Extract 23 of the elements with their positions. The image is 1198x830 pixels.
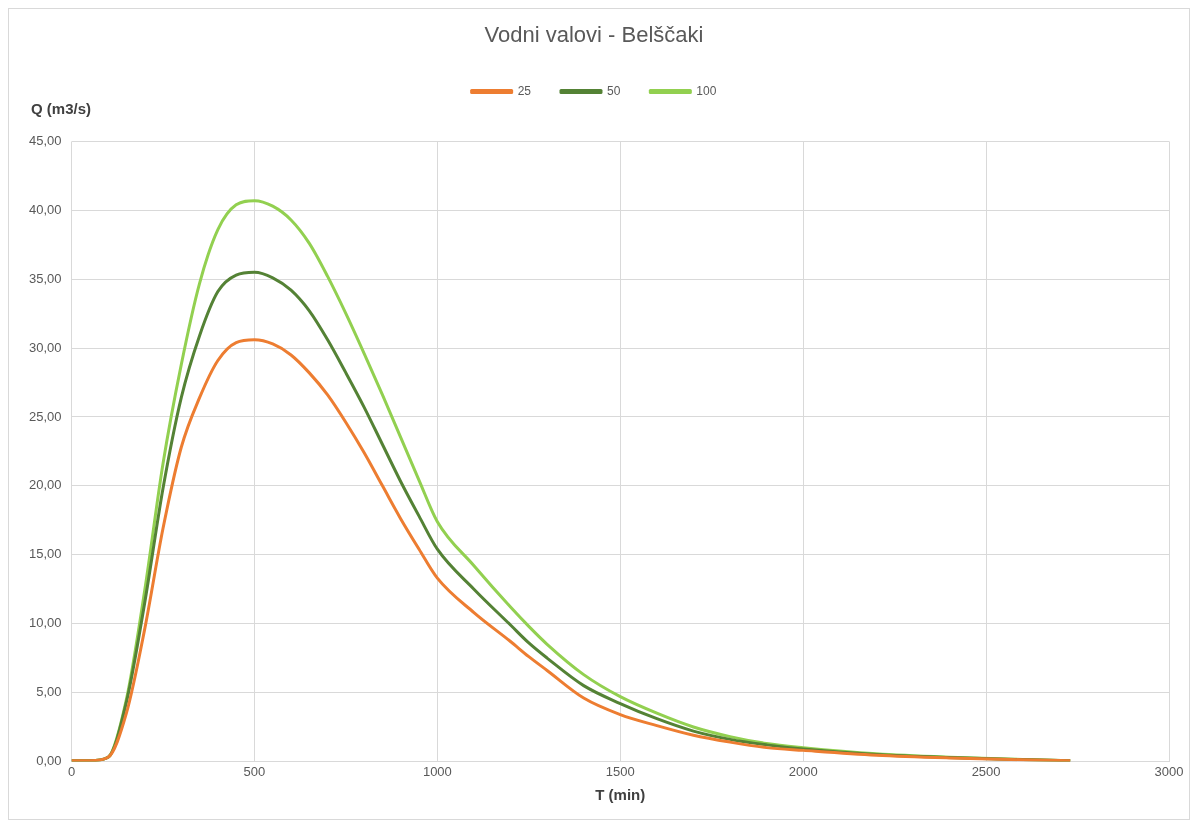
y-tick-label: 20,00 bbox=[28, 477, 62, 493]
y-axis-title: Q (m3/s) bbox=[31, 99, 92, 117]
y-tick-label: 30,00 bbox=[28, 339, 62, 355]
x-tick-label: 3000 bbox=[1154, 763, 1184, 779]
x-axis-title: T (min) bbox=[595, 786, 646, 804]
x-tick-label: 500 bbox=[243, 763, 266, 779]
y-tick-label: 45,00 bbox=[28, 132, 62, 148]
y-tick-label: 40,00 bbox=[28, 201, 62, 217]
y-tick-label: 35,00 bbox=[28, 270, 62, 286]
y-tick-label: 25,00 bbox=[28, 408, 62, 424]
y-tick-label: 5,00 bbox=[36, 684, 62, 700]
x-tick-label: 2500 bbox=[971, 763, 1001, 779]
legend-label: 50 bbox=[606, 83, 621, 98]
y-tick-label: 10,00 bbox=[28, 615, 62, 631]
x-tick-label: 1000 bbox=[422, 763, 452, 779]
y-tick-label: 0,00 bbox=[36, 752, 62, 768]
legend-label: 100 bbox=[696, 83, 717, 98]
legend-label: 25 bbox=[517, 83, 532, 98]
x-tick-label: 0 bbox=[67, 763, 76, 779]
x-tick-label: 2000 bbox=[788, 763, 818, 779]
x-tick-label: 1500 bbox=[605, 763, 635, 779]
y-tick-label: 15,00 bbox=[28, 546, 62, 562]
chart-title: Vodni valovi - Belščaki bbox=[484, 22, 704, 48]
